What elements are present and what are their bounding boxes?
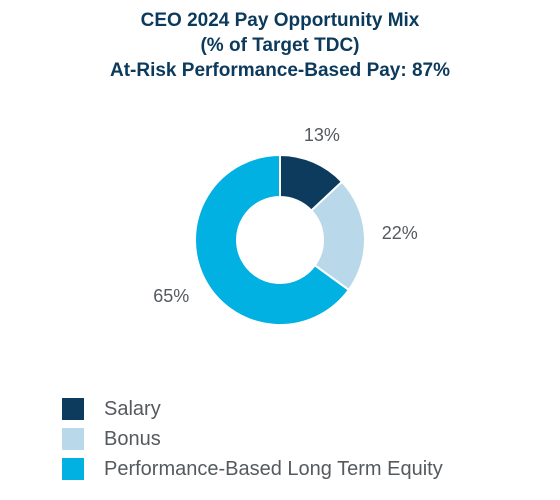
legend-item-bonus: Bonus bbox=[62, 424, 443, 454]
legend-item-equity: Performance-Based Long Term Equity bbox=[62, 454, 443, 484]
legend-swatch-equity bbox=[62, 458, 84, 480]
data-label-bonus: 22% bbox=[382, 223, 418, 243]
legend-label-salary: Salary bbox=[104, 397, 161, 420]
legend-swatch-salary bbox=[62, 398, 84, 420]
data-label-equity: 65% bbox=[153, 286, 189, 306]
data-label-salary: 13% bbox=[304, 125, 340, 145]
legend-swatch-bonus bbox=[62, 428, 84, 450]
chart-title-line-3: At-Risk Performance-Based Pay: 87% bbox=[109, 60, 451, 81]
donut-slice-equity bbox=[194, 153, 351, 326]
chart-title-line-1: CEO 2024 Pay Opportunity Mix bbox=[140, 10, 420, 31]
donut-slice-bonus bbox=[309, 180, 366, 292]
legend-item-salary: Salary bbox=[62, 394, 443, 424]
legend-label-equity: Performance-Based Long Term Equity bbox=[104, 457, 443, 480]
legend-label-bonus: Bonus bbox=[104, 427, 161, 450]
chart-title: CEO 2024 Pay Opportunity Mix (% of Targe… bbox=[0, 8, 560, 83]
chart-legend: Salary Bonus Performance-Based Long Term… bbox=[62, 394, 443, 484]
chart-title-line-2: (% of Target TDC) bbox=[200, 35, 360, 56]
